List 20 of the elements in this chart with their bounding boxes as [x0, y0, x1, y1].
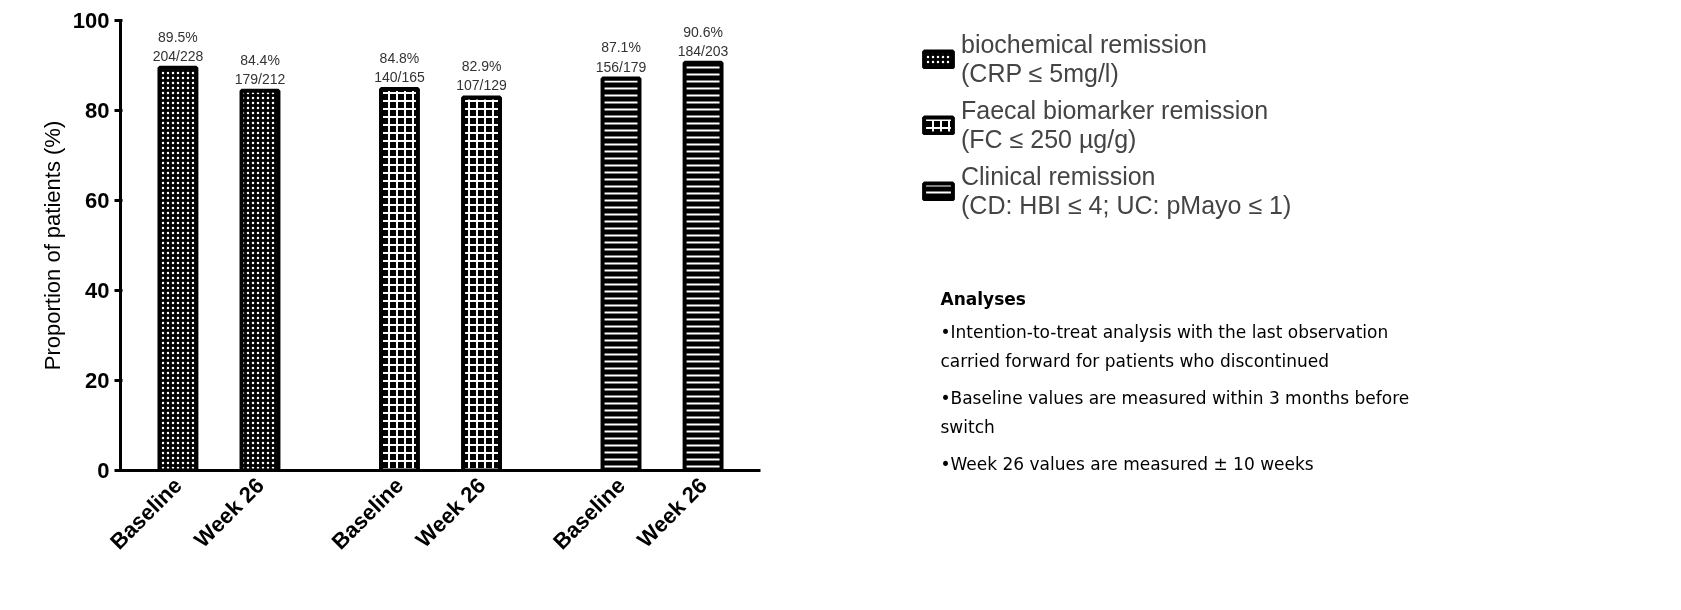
y-tick-label: 100	[72, 8, 110, 33]
legend-label: Clinical remission (CD: HBI ≤ 4; UC: pMayo ≤ 1)	[961, 162, 1292, 220]
legend-label: biochemical remission (CRP ≤ 5mg/l)	[961, 30, 1207, 88]
data-label: 84.4% 179/212	[234, 51, 286, 87]
data-label: 82.9% 107/129	[456, 58, 508, 94]
data-label: 90.6% 184/203	[677, 23, 729, 59]
text: •Baseline values are measured within 3 months before switch	[940, 387, 1410, 437]
text: •Week 26 values are measured ± 10 weeks	[940, 453, 1314, 474]
y-tick-label: 40	[85, 278, 110, 303]
y-tick-label: 80	[85, 98, 110, 123]
data-label: 84.8% 140/165	[374, 49, 425, 85]
data-label: 89.5% 204/228	[152, 28, 204, 64]
y-tick-label: 0	[97, 458, 110, 483]
legend-label: Faecal biomarker remission (FC ≤ 250 µg/g)	[961, 96, 1269, 154]
text: Analyses	[940, 288, 1026, 309]
y-tick-label: 20	[85, 368, 110, 393]
y-axis-title: Proportion of patients (%)	[39, 120, 65, 371]
y-tick-label: 60	[85, 188, 110, 213]
text: •Intention-to-treat analysis with the last observation carried forward for patients who discontinued	[940, 321, 1389, 371]
data-label: 87.1% 156/179	[595, 39, 647, 75]
